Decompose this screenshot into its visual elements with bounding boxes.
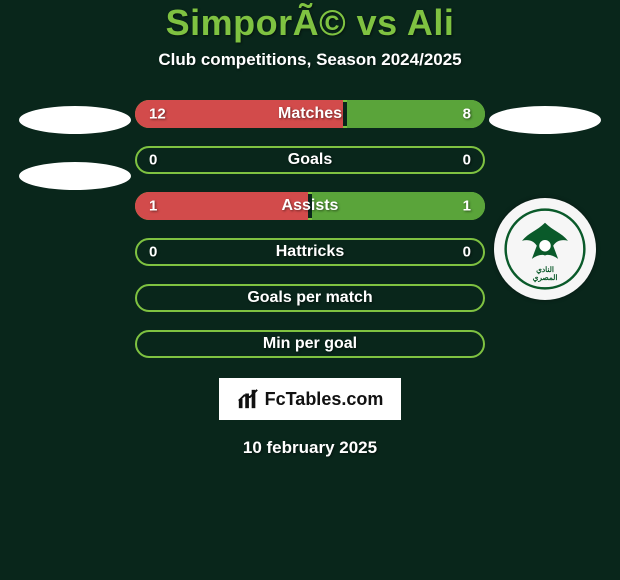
svg-text:المصري: المصري (533, 273, 558, 283)
stat-right-value: 0 (463, 152, 471, 169)
stat-bar: Goals per match (135, 284, 485, 312)
stat-label: Goals per match (247, 289, 372, 307)
footer-logo-text: FcTables.com (265, 389, 384, 410)
right-player-ellipse (489, 106, 601, 134)
stat-bar: Min per goal (135, 330, 485, 358)
stat-bar: 1 1 Assists (135, 192, 485, 220)
footer-date: 10 february 2025 (243, 438, 377, 458)
stat-bar: 0 0 Hattricks (135, 238, 485, 266)
left-player-ellipse-bottom (19, 162, 131, 190)
stat-label: Goals (288, 151, 332, 169)
content-row: 12 8 Matches 0 0 Goals 1 1 Assists 0 0 Hattricks Goa… (0, 100, 620, 358)
stat-label: Assists (282, 197, 339, 215)
main-container: SimporÃ© vs Ali Club competitions, Seaso… (0, 0, 620, 580)
right-club-crest: النادي المصري (494, 198, 596, 300)
side-left (15, 100, 135, 218)
stat-bar: 12 8 Matches (135, 100, 485, 128)
stat-left-value: 1 (149, 198, 157, 215)
page-subtitle: Club competitions, Season 2024/2025 (158, 50, 461, 70)
stat-bar: 0 0 Goals (135, 146, 485, 174)
stat-label: Matches (278, 105, 342, 123)
stats-column: 12 8 Matches 0 0 Goals 1 1 Assists 0 0 Hattricks Goa… (135, 100, 485, 358)
stat-right-value: 1 (463, 198, 471, 215)
footer-logo[interactable]: FcTables.com (219, 378, 402, 420)
stat-right-value: 0 (463, 244, 471, 261)
eagle-crest-icon: النادي المصري (504, 208, 586, 290)
left-player-ellipse-top (19, 106, 131, 134)
stat-label: Min per goal (263, 335, 357, 353)
page-title: SimporÃ© vs Ali (166, 2, 455, 44)
stat-left-value: 0 (149, 244, 157, 261)
side-right: النادي المصري (485, 100, 605, 300)
stat-label: Hattricks (276, 243, 344, 261)
stat-right-value: 8 (463, 106, 471, 123)
chart-icon (237, 388, 259, 410)
stat-left-value: 0 (149, 152, 157, 169)
stat-left-value: 12 (149, 106, 166, 123)
